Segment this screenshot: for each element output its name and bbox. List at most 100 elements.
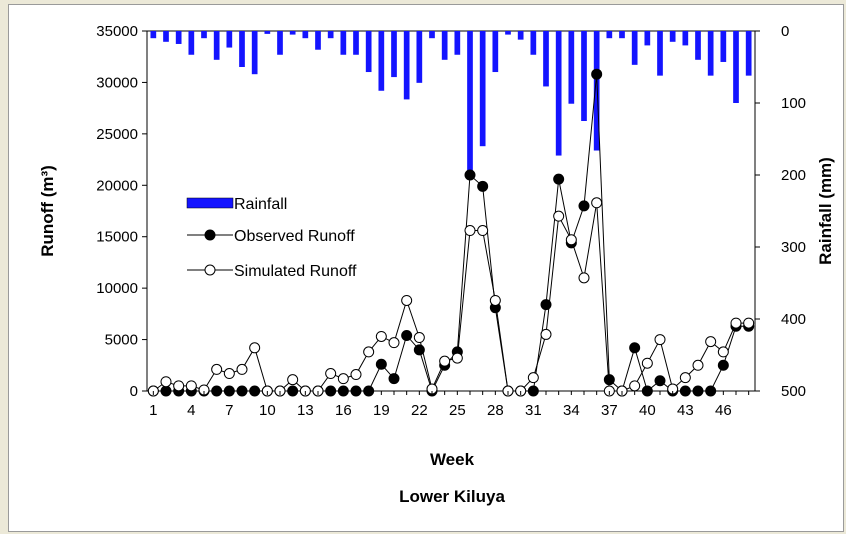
rainfall-bar bbox=[657, 31, 663, 76]
rainfall-bar bbox=[530, 31, 537, 55]
observed-runoff-point bbox=[578, 200, 590, 212]
observed-runoff-point bbox=[603, 374, 615, 386]
rainfall-bar bbox=[619, 31, 625, 39]
simulated-runoff-point bbox=[743, 317, 755, 329]
legend-observed-marker bbox=[204, 229, 216, 241]
simulated-runoff-point bbox=[439, 355, 451, 367]
rainfall-bar bbox=[479, 31, 486, 147]
observed-runoff-point bbox=[591, 68, 603, 80]
rainfall-bar bbox=[568, 31, 575, 104]
simulated-runoff-point bbox=[553, 210, 565, 222]
rainfall-bar bbox=[429, 31, 435, 39]
rainfall-bar bbox=[327, 31, 334, 39]
simulated-runoff-point bbox=[565, 234, 577, 246]
rainfall-bar bbox=[403, 31, 410, 100]
simulated-runoff-point bbox=[401, 294, 413, 306]
rainfall-bar bbox=[644, 31, 651, 46]
rainfall-bar bbox=[581, 31, 587, 121]
simulated-runoff-point bbox=[464, 225, 476, 237]
observed-runoff-point bbox=[388, 373, 400, 385]
simulated-runoff-point bbox=[350, 369, 362, 381]
observed-runoff-point bbox=[401, 329, 413, 341]
rainfall-bar bbox=[391, 31, 397, 78]
simulated-runoff-point bbox=[249, 342, 261, 354]
x-tick-label: 46 bbox=[715, 402, 732, 419]
x-tick-label: 4 bbox=[187, 402, 195, 419]
simulated-runoff-point bbox=[413, 332, 425, 344]
left-tick-label: 20000 bbox=[96, 177, 138, 194]
x-tick-label: 34 bbox=[563, 402, 580, 419]
simulated-runoff-point bbox=[375, 330, 387, 342]
observed-runoff-point bbox=[654, 375, 666, 387]
left-tick-label: 5000 bbox=[105, 332, 138, 349]
rainfall-bar bbox=[302, 31, 309, 39]
simulated-runoff-point bbox=[325, 368, 337, 380]
observed-runoff-point bbox=[717, 359, 729, 371]
left-tick-label: 35000 bbox=[96, 23, 138, 40]
simulated-runoff-point bbox=[591, 197, 603, 209]
x-axis-title: Week bbox=[430, 450, 475, 469]
plot-area bbox=[146, 30, 756, 392]
observed-runoff-point bbox=[629, 342, 641, 354]
rainfall-bar bbox=[733, 31, 739, 103]
simulated-runoff-point bbox=[223, 368, 235, 380]
rainfall-bar bbox=[277, 31, 283, 55]
right-tick-label: 300 bbox=[781, 239, 806, 256]
simulated-runoff-point bbox=[692, 359, 704, 371]
rainfall-bar bbox=[543, 31, 549, 87]
right-tick-label: 500 bbox=[781, 383, 806, 400]
simulated-runoff-point bbox=[337, 373, 349, 385]
left-axis: 0 5000 10000 15000 20000 25000 30000 35000 bbox=[96, 23, 147, 400]
observed-runoff-point bbox=[553, 173, 565, 185]
x-tick-label: 10 bbox=[259, 402, 276, 419]
rainfall-bar bbox=[745, 31, 752, 76]
rainfall-bar bbox=[239, 31, 245, 67]
simulated-runoff-point bbox=[211, 363, 223, 375]
right-tick-label: 400 bbox=[781, 311, 806, 328]
simulated-runoff-point bbox=[629, 380, 641, 392]
simulated-runoff-point bbox=[540, 328, 552, 340]
rainfall-bar bbox=[213, 31, 220, 60]
rainfall-bar bbox=[555, 31, 562, 156]
observed-runoff-point bbox=[464, 169, 476, 181]
x-tick-label: 22 bbox=[411, 402, 428, 419]
rainfall-bar bbox=[631, 31, 638, 65]
legend-simulated-marker bbox=[204, 264, 216, 276]
x-tick-label: 19 bbox=[373, 402, 390, 419]
simulated-runoff-point bbox=[578, 272, 590, 284]
rainfall-bar bbox=[226, 31, 233, 48]
simulated-runoff-point bbox=[730, 317, 742, 329]
x-tick-label: 28 bbox=[487, 402, 504, 419]
simulated-runoff-point bbox=[489, 294, 501, 306]
simulated-runoff-point bbox=[705, 336, 717, 348]
rainfall-bar bbox=[720, 31, 727, 62]
simulated-runoff-point bbox=[160, 376, 172, 388]
simulated-runoff-point bbox=[451, 352, 463, 364]
x-tick-label: 37 bbox=[601, 402, 618, 419]
observed-runoff-point bbox=[477, 180, 489, 192]
rainfall-bar bbox=[150, 31, 157, 39]
rainfall-bar bbox=[606, 31, 613, 39]
rainfall-bar bbox=[517, 31, 524, 40]
rainfall-bar bbox=[454, 31, 461, 55]
rainfall-bar bbox=[492, 31, 499, 73]
simulated-runoff-point bbox=[185, 380, 197, 392]
legend-observed-label: Observed Runoff bbox=[234, 228, 355, 245]
right-tick-label: 200 bbox=[781, 167, 806, 184]
left-tick-label: 30000 bbox=[96, 74, 138, 91]
x-axis: 1 4 7 10 13 16 19 22 25 28 31 34 37 40 43 46 bbox=[149, 391, 750, 419]
simulated-runoff-point bbox=[173, 380, 185, 392]
simulated-runoff-point bbox=[527, 372, 539, 384]
simulated-runoff-point bbox=[641, 357, 653, 369]
legend-rainfall-label: Rainfall bbox=[234, 196, 287, 213]
rainfall-bar bbox=[707, 31, 714, 76]
x-tick-label: 13 bbox=[297, 402, 314, 419]
left-axis-title: Runoff (m³) bbox=[38, 165, 57, 257]
rainfall-bar bbox=[416, 31, 423, 83]
simulated-runoff-line bbox=[147, 197, 755, 397]
rainfall-bar bbox=[163, 31, 169, 42]
rainfall-bar bbox=[505, 31, 511, 35]
rainfall-bar bbox=[695, 31, 701, 60]
right-axis-title: Rainfall (mm) bbox=[816, 157, 835, 265]
